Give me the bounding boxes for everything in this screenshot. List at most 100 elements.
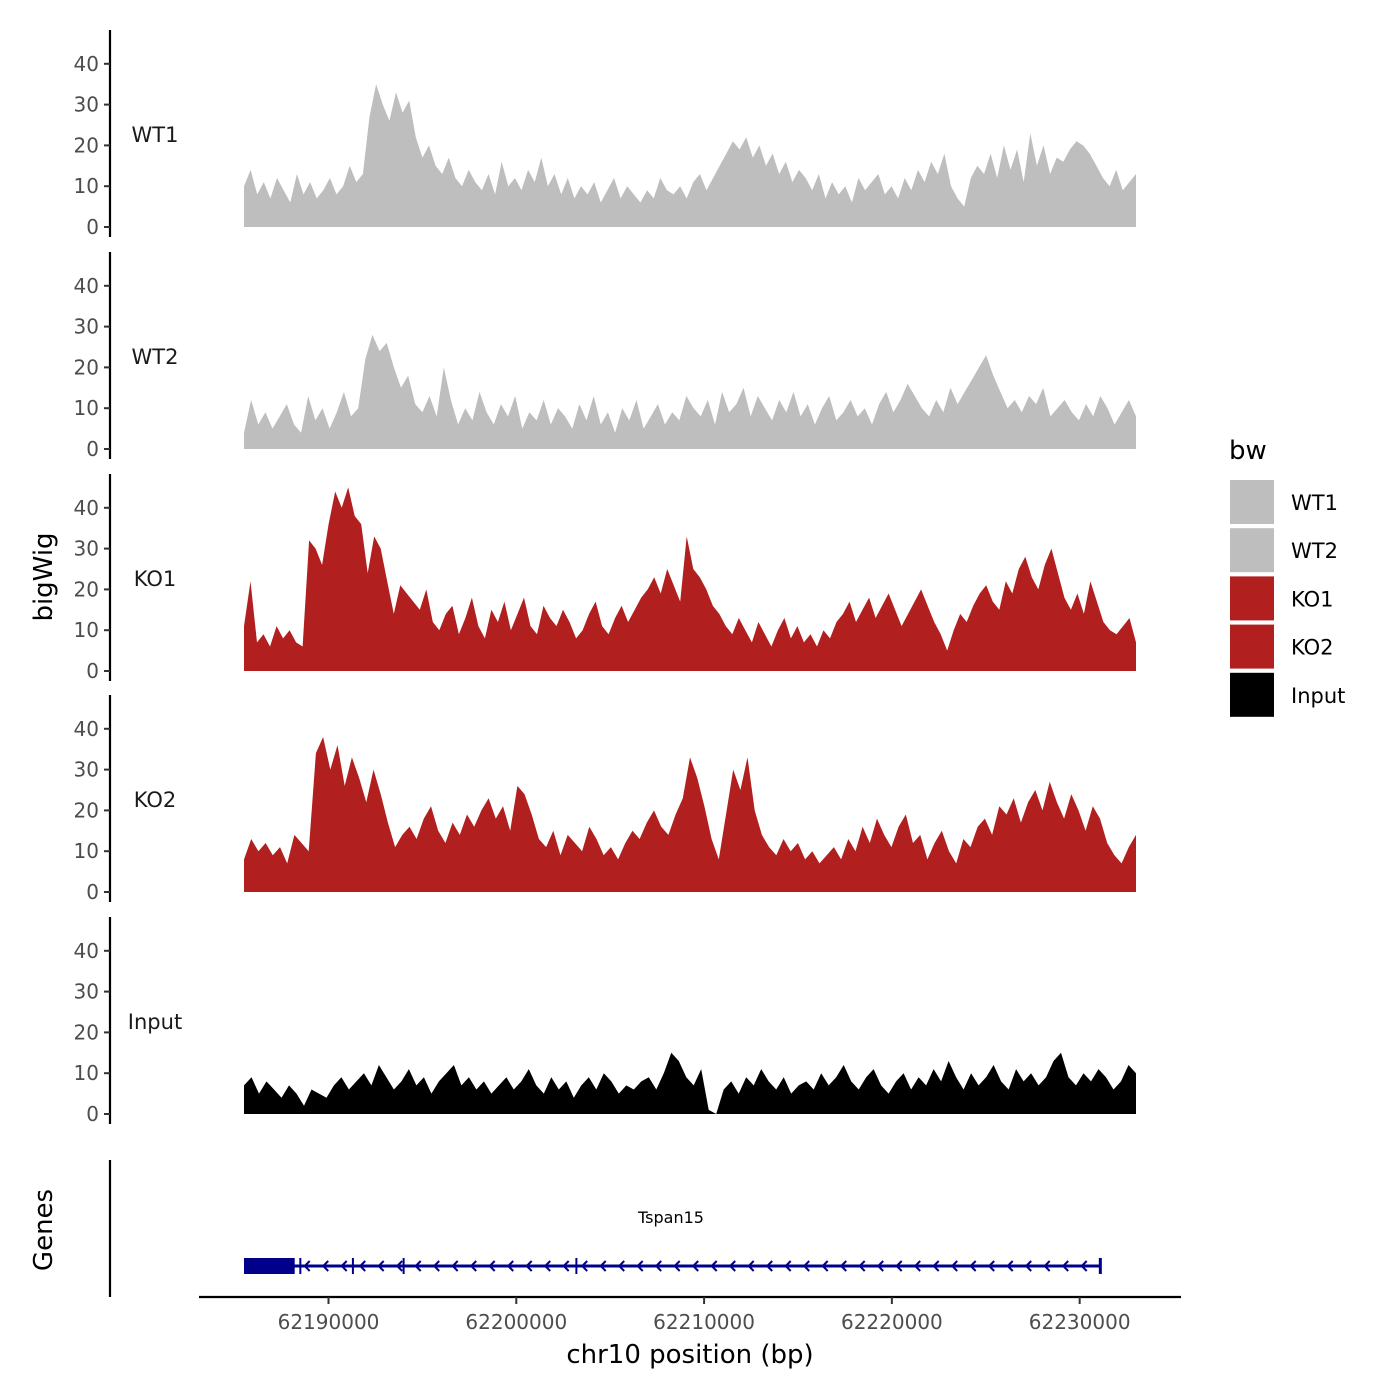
y-tick-label: 30 <box>74 758 99 782</box>
y-tick-label: 20 <box>74 355 99 379</box>
y-tick-label: 0 <box>86 215 99 239</box>
strand-arrow <box>969 1260 977 1272</box>
legend-swatch-ko2 <box>1230 624 1274 669</box>
x-axis: 62190000 62200000 62210000 62220000 62230000 <box>199 1295 1181 1334</box>
y-tick-label: 20 <box>74 1020 99 1044</box>
strand-arrow <box>395 1260 403 1272</box>
track-ko2: 0 10 20 30 40 KO2 <box>74 695 1136 904</box>
track-ko1: 0 10 20 30 40 KO1 <box>74 474 1136 683</box>
strand-arrow <box>673 1260 681 1272</box>
track-label: KO1 <box>134 567 177 591</box>
legend-title: bw <box>1229 436 1267 466</box>
strand-arrow <box>747 1260 755 1272</box>
y-tick-label: 40 <box>74 496 99 520</box>
y-tick-label: 10 <box>74 396 99 420</box>
genes-layer: Tspan15 <box>108 1160 1102 1297</box>
strand-arrow <box>469 1260 477 1272</box>
strand-arrow <box>617 1260 625 1272</box>
track-label: WT2 <box>132 345 179 369</box>
x-axis-title: chr10 position (bp) <box>566 1340 813 1370</box>
y-tick-label: 10 <box>74 839 99 863</box>
coverage-area <box>244 84 1136 227</box>
strand-arrow <box>340 1260 348 1272</box>
legend-label-ko2: KO2 <box>1291 636 1334 660</box>
strand-arrow <box>913 1260 921 1272</box>
legend-swatch-wt2 <box>1230 528 1274 573</box>
y-tick-label: 20 <box>74 133 99 157</box>
legend-label-wt1: WT1 <box>1291 491 1338 515</box>
y-tick-label: 30 <box>74 315 99 339</box>
coverage-area <box>244 334 1136 449</box>
strand-arrow <box>599 1260 607 1272</box>
x-tick-label: 62200000 <box>465 1310 567 1334</box>
coverage-area <box>244 737 1136 892</box>
y-axis-title: bigWig <box>29 532 59 621</box>
y-tick-label: 10 <box>74 174 99 198</box>
strand-arrow <box>432 1260 440 1272</box>
strand-arrow <box>525 1260 533 1272</box>
strand-arrow <box>821 1260 829 1272</box>
y-tick-label: 20 <box>74 798 99 822</box>
y-tick-label: 0 <box>86 1102 99 1126</box>
strand-arrow <box>636 1260 644 1272</box>
y-tick-label: 0 <box>86 437 99 461</box>
y-tick-label: 20 <box>74 577 99 601</box>
y-tick-label: 40 <box>74 274 99 298</box>
strand-arrow <box>654 1260 662 1272</box>
strand-arrow <box>506 1260 514 1272</box>
strand-arrow <box>303 1260 311 1272</box>
track-wt2: 0 10 20 30 40 WT2 <box>74 252 1136 461</box>
y-tick-label: 10 <box>74 1061 99 1085</box>
tracks-layer: 0 10 20 30 40 WT1 0 10 20 30 40 WT2 0 10 20 30 40 KO1 0 10 2… <box>74 30 1136 1126</box>
strand-arrow <box>895 1260 903 1272</box>
strand-arrow <box>321 1260 329 1272</box>
strand-arrow <box>839 1260 847 1272</box>
strand-arrow <box>691 1260 699 1272</box>
strand-arrow <box>710 1260 718 1272</box>
y-tick-label: 40 <box>74 939 99 963</box>
track-input: 0 10 20 30 40 Input <box>74 917 1136 1126</box>
strand-arrow <box>784 1260 792 1272</box>
gene-label: Tspan15 <box>637 1208 704 1227</box>
legend: bw WT1 WT2 KO1 KO2 Input <box>1229 436 1345 717</box>
strand-arrow <box>1043 1260 1051 1272</box>
y-tick-label: 30 <box>74 537 99 561</box>
legend-label-wt2: WT2 <box>1291 539 1338 563</box>
x-tick-label: 62210000 <box>653 1310 755 1334</box>
track-label: WT1 <box>132 123 179 147</box>
track-wt1: 0 10 20 30 40 WT1 <box>74 30 1136 239</box>
y-tick-label: 30 <box>74 980 99 1004</box>
gene-cds-block <box>244 1258 295 1274</box>
track-label: Input <box>128 1010 182 1034</box>
track-label: KO2 <box>134 788 177 812</box>
strand-arrow <box>932 1260 940 1272</box>
strand-arrow <box>728 1260 736 1272</box>
strand-arrow <box>1006 1260 1014 1272</box>
x-tick-label: 62230000 <box>1029 1310 1131 1334</box>
legend-label-ko1: KO1 <box>1291 587 1334 611</box>
x-tick-label: 62190000 <box>278 1310 380 1334</box>
strand-arrow <box>765 1260 773 1272</box>
strand-arrow <box>543 1260 551 1272</box>
strand-arrow <box>987 1260 995 1272</box>
y-tick-label: 10 <box>74 618 99 642</box>
legend-label-input: Input <box>1291 684 1345 708</box>
strand-arrow <box>488 1260 496 1272</box>
strand-arrow <box>562 1260 570 1272</box>
y-tick-label: 0 <box>86 880 99 904</box>
legend-swatch-input <box>1230 672 1274 717</box>
strand-arrow <box>950 1260 958 1272</box>
strand-arrow <box>1061 1260 1069 1272</box>
strand-arrow <box>377 1260 385 1272</box>
strand-arrow <box>858 1260 866 1272</box>
y-tick-label: 30 <box>74 93 99 117</box>
strand-arrow <box>802 1260 810 1272</box>
coverage-area <box>244 487 1136 671</box>
y-tick-label: 40 <box>74 717 99 741</box>
legend-swatch-ko1 <box>1230 576 1274 621</box>
y-tick-label: 40 <box>74 52 99 76</box>
genes-axis-title: Genes <box>29 1189 59 1271</box>
strand-arrow <box>1024 1260 1032 1272</box>
strand-arrow <box>414 1260 422 1272</box>
